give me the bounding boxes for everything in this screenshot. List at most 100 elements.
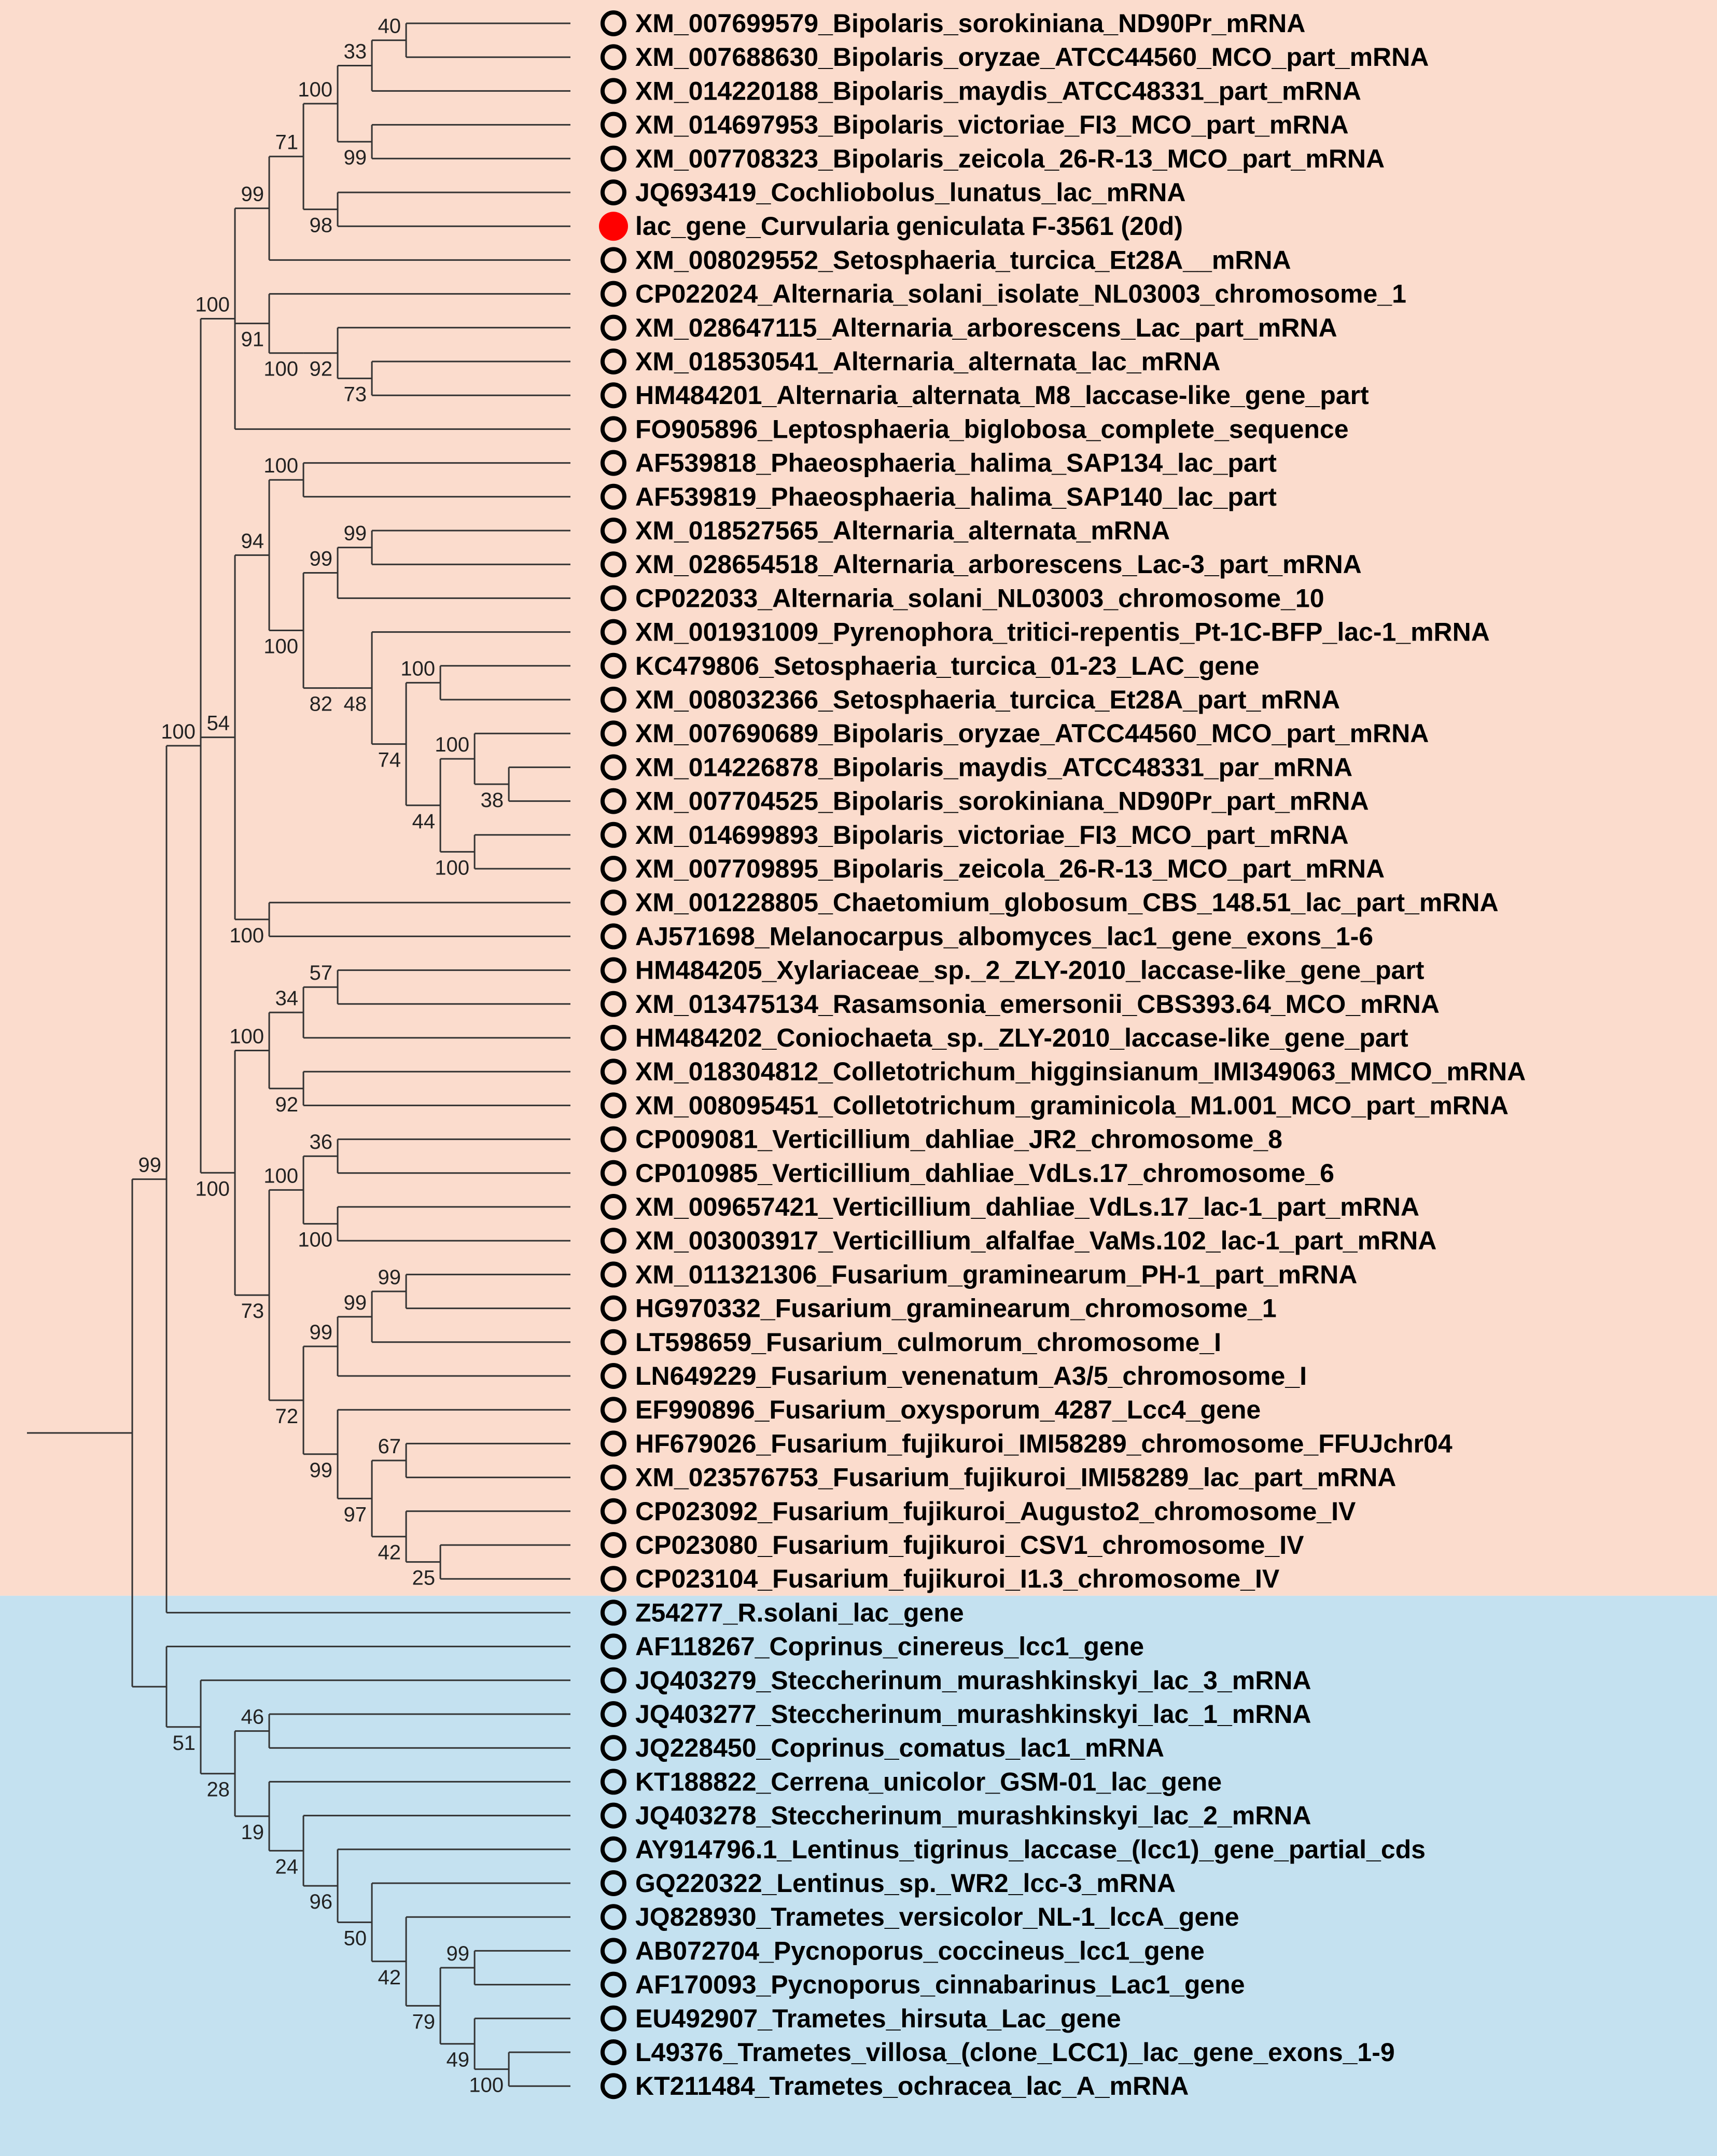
bootstrap-value: 49 [446, 2049, 470, 2071]
taxon-label: XM_014697953_Bipolaris_victoriae_FI3_MCO… [635, 110, 1349, 140]
taxon-label: LN649229_Fusarium_venenatum_A3/5_chromos… [635, 1361, 1307, 1390]
open-circle-marker-icon [601, 1701, 626, 1727]
taxon-label: CP009081_Verticillium_dahliae_JR2_chromo… [635, 1125, 1282, 1154]
taxon-row: CP023104_Fusarium_fujikuroi_I1.3_chromos… [601, 1564, 1280, 1593]
taxon-row: JQ693419_Cochliobolus_lunatus_lac_mRNA [601, 178, 1186, 207]
bootstrap-value: 28 [207, 1778, 230, 1801]
taxon-row: JQ403278_Steccherinum_murashkinskyi_lac_… [601, 1801, 1311, 1830]
taxon-row: CP009081_Verticillium_dahliae_JR2_chromo… [601, 1125, 1282, 1154]
open-circle-marker-icon [601, 78, 626, 104]
taxon-row: XM_014697953_Bipolaris_victoriae_FI3_MCO… [601, 110, 1349, 140]
open-circle-marker-icon [601, 483, 626, 510]
taxon-label: JQ403277_Steccherinum_murashkinskyi_lac_… [635, 1700, 1311, 1729]
taxon-row: KT188822_Cerrena_unicolor_GSM-01_lac_gen… [601, 1767, 1222, 1796]
bootstrap-value: 44 [412, 810, 436, 833]
taxon-label: AF118267_Coprinus_cinereus_lcc1_gene [635, 1632, 1144, 1661]
open-circle-marker-icon [601, 1870, 626, 1896]
taxon-label: AJ571698_Melanocarpus_albomyces_lac1_gen… [635, 922, 1373, 951]
taxon-label: HM484202_Coniochaeta_sp._ZLY-2010_laccas… [635, 1023, 1408, 1052]
taxon-label: XM_018304812_Colletotrichum_higginsianum… [635, 1057, 1526, 1086]
bootstrap-value: 100 [263, 635, 298, 658]
taxon-row: HM484201_Alternaria_alternata_M8_laccase… [601, 381, 1369, 410]
bootstrap-value: 100 [263, 358, 298, 381]
taxon-row: XM_007708323_Bipolaris_zeicola_26-R-13_M… [601, 144, 1385, 173]
open-circle-marker-icon [601, 1363, 626, 1389]
taxon-row: EF990896_Fusarium_oxysporum_4287_Lcc4_ge… [601, 1395, 1261, 1424]
taxon-label: XM_007704525_Bipolaris_sorokiniana_ND90P… [635, 787, 1369, 816]
taxon-label: XM_003003917_Verticillium_alfalfae_VaMs.… [635, 1226, 1436, 1255]
taxon-row: L49376_Trametes_villosa_(clone_LCC1)_lac… [601, 2038, 1395, 2067]
bootstrap-value: 48 [344, 693, 367, 716]
taxon-row: XM_007688630_Bipolaris_oryzae_ATCC44560_… [601, 43, 1429, 72]
bootstrap-value: 42 [378, 1966, 401, 1989]
taxon-label: XM_007709895_Bipolaris_zeicola_26-R-13_M… [635, 854, 1385, 883]
taxon-label: XM_007708323_Bipolaris_zeicola_26-R-13_M… [635, 144, 1385, 173]
open-circle-marker-icon [601, 2005, 626, 2032]
taxon-label: lac_gene_Curvularia geniculata F-3561 (2… [635, 212, 1183, 241]
taxon-label: XM_014699893_Bipolaris_victoriae_FI3_MCO… [635, 820, 1349, 850]
bootstrap-value: 19 [241, 1821, 264, 1844]
open-circle-marker-icon [601, 1160, 626, 1186]
taxon-label: CP023080_Fusarium_fujikuroi_CSV1_chromos… [635, 1531, 1304, 1560]
taxon-label: CP022024_Alternaria_solani_isolate_NL030… [635, 280, 1406, 309]
taxon-label: KT188822_Cerrena_unicolor_GSM-01_lac_gen… [635, 1767, 1222, 1796]
taxon-row: XM_018527565_Alternaria_alternata_mRNA [601, 516, 1170, 545]
open-circle-marker-icon [601, 1532, 626, 1558]
taxon-label: CP023104_Fusarium_fujikuroi_I1.3_chromos… [635, 1564, 1280, 1593]
open-circle-marker-icon [601, 923, 626, 950]
bootstrap-value: 100 [435, 733, 469, 756]
taxon-row: XM_001931009_Pyrenophora_tritici-repenti… [601, 618, 1490, 647]
open-circle-marker-icon [601, 1261, 626, 1288]
taxon-label: XM_018530541_Alternaria_alternata_lac_mR… [635, 347, 1220, 376]
taxon-label: KT211484_Trametes_ochracea_lac_A_mRNA [635, 2071, 1189, 2101]
taxon-label: XM_028654518_Alternaria_arborescens_Lac-… [635, 550, 1362, 579]
taxon-row: EU492907_Trametes_hirsuta_Lac_gene [601, 2004, 1121, 2033]
taxon-row: XM_014220188_Bipolaris_maydis_ATCC48331_… [601, 76, 1361, 105]
taxon-row: HG970332_Fusarium_graminearum_chromosome… [601, 1294, 1277, 1323]
open-circle-marker-icon [601, 518, 626, 544]
bootstrap-value: 99 [310, 1459, 333, 1482]
taxa-group: XM_007699579_Bipolaris_sorokiniana_ND90P… [599, 9, 1526, 2101]
bootstrap-value: 94 [241, 530, 264, 552]
taxon-row: XM_003003917_Verticillium_alfalfae_VaMs.… [601, 1226, 1436, 1255]
bootstrap-value: 100 [263, 1164, 298, 1187]
bootstrap-value: 57 [310, 962, 333, 984]
bootstrap-value: 25 [412, 1567, 436, 1590]
bootstrap-value: 67 [378, 1435, 401, 1458]
taxon-label: AB072704_Pycnoporus_coccineus_lcc1_gene [635, 1936, 1205, 1965]
open-circle-marker-icon [601, 1397, 626, 1423]
taxon-row: AB072704_Pycnoporus_coccineus_lcc1_gene [601, 1936, 1205, 1965]
taxon-label: XM_013475134_Rasamsonia_emersonii_CBS393… [635, 990, 1440, 1019]
taxon-label: XM_007690689_Bipolaris_oryzae_ATCC44560_… [635, 719, 1429, 748]
taxon-label: AF170093_Pycnoporus_cinnabarinus_Lac1_ge… [635, 1970, 1245, 1999]
ascomycota-background [0, 0, 1717, 1596]
bootstrap-value: 99 [344, 1291, 367, 1314]
taxon-label: XM_023576753_Fusarium_fujikuroi_IMI58289… [635, 1463, 1396, 1492]
bootstrap-value: 34 [275, 987, 299, 1010]
taxon-row: XM_011321306_Fusarium_graminearum_PH-1_p… [601, 1260, 1357, 1289]
taxon-label: FO905896_Leptosphaeria_biglobosa_complet… [635, 414, 1349, 443]
bootstrap-value: 97 [344, 1503, 367, 1526]
taxon-row: AF170093_Pycnoporus_cinnabarinus_Lac1_ge… [601, 1970, 1245, 1999]
open-circle-marker-icon [601, 314, 626, 341]
taxon-row: JQ403279_Steccherinum_murashkinskyi_lac_… [601, 1666, 1311, 1695]
basidiomycota-background [0, 1595, 1717, 2156]
taxon-row: XM_008032366_Setosphaeria_turcica_Et28A_… [601, 685, 1340, 714]
taxon-row: JQ828930_Trametes_versicolor_NL-1_lccA_g… [601, 1902, 1239, 1931]
taxon-label: EU492907_Trametes_hirsuta_Lac_gene [635, 2004, 1121, 2033]
open-circle-marker-icon [601, 2039, 626, 2065]
taxon-label: AF539819_Phaeosphaeria_halima_SAP140_lac… [635, 482, 1277, 511]
taxon-row: XM_007690689_Bipolaris_oryzae_ATCC44560_… [601, 719, 1429, 748]
open-circle-marker-icon [601, 44, 626, 71]
open-circle-marker-icon [601, 1836, 626, 1862]
open-circle-marker-icon [601, 1904, 626, 1930]
bootstrap-value: 98 [310, 214, 333, 237]
bootstrap-value: 100 [298, 1229, 332, 1251]
taxon-label: XM_007699579_Bipolaris_sorokiniana_ND90P… [635, 9, 1305, 38]
bootstrap-value: 92 [275, 1093, 299, 1116]
taxon-label: HM484201_Alternaria_alternata_M8_laccase… [635, 381, 1369, 410]
taxon-row: XM_001228805_Chaetomium_globosum_CBS_148… [601, 888, 1499, 917]
taxon-label: JQ228450_Coprinus_comatus_lac1_mRNA [635, 1733, 1164, 1762]
bootstrap-values-group: 40 33 99 100 98 71 99 73 92 100 91 100 100 99 99 100 38 1… [138, 15, 504, 2097]
